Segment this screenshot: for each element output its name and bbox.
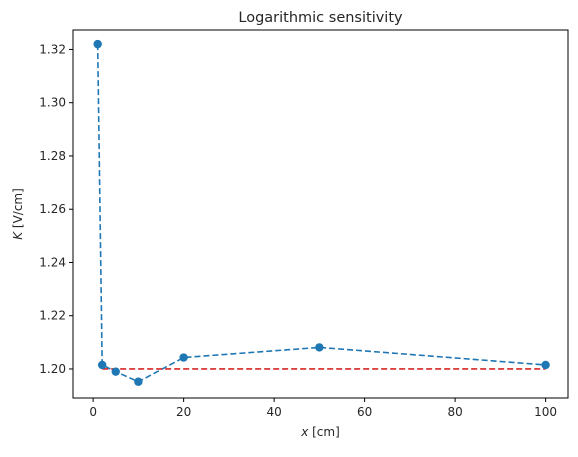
y-tick-label: 1.30 — [39, 96, 66, 110]
y-axis-label-unit: [V/cm] — [11, 188, 25, 232]
chart-title: Logarithmic sensitivity — [238, 10, 403, 26]
y-tick-label: 1.32 — [39, 42, 66, 56]
x-axis: 0 20 40 60 80 100 — [89, 398, 557, 419]
data-point — [93, 39, 102, 49]
y-tick-label: 1.26 — [39, 202, 66, 216]
y-axis-label-var: K — [11, 231, 25, 240]
y-tick-label: 1.28 — [39, 149, 66, 163]
x-tick-label: 20 — [176, 405, 191, 419]
x-tick-label: 40 — [266, 405, 281, 419]
y-tick-label: 1.22 — [39, 309, 66, 323]
x-axis-label: x [cm] — [300, 425, 340, 439]
y-tick-label: 1.20 — [39, 362, 66, 376]
series-layer — [93, 39, 550, 386]
x-tick-label: 80 — [447, 405, 462, 419]
y-axis-label: K [V/cm] — [11, 188, 25, 240]
data-point — [315, 343, 324, 352]
data-point — [541, 360, 550, 370]
data-point — [179, 353, 188, 362]
data-point — [111, 367, 120, 376]
x-axis-label-var: x — [300, 425, 309, 439]
y-tick-label: 1.24 — [39, 255, 66, 269]
x-tick-label: 60 — [357, 405, 372, 419]
x-axis-label-unit: [cm] — [308, 425, 339, 439]
x-tick-label: 100 — [534, 405, 557, 419]
y-axis: 1.20 1.22 1.24 1.26 1.28 1.30 1.32 — [39, 42, 73, 376]
plot-frame — [72, 29, 569, 399]
data-point — [134, 377, 143, 386]
x-tick-label: 0 — [89, 405, 97, 419]
data-point — [97, 360, 107, 370]
sensitivity-series-line — [96, 44, 546, 383]
